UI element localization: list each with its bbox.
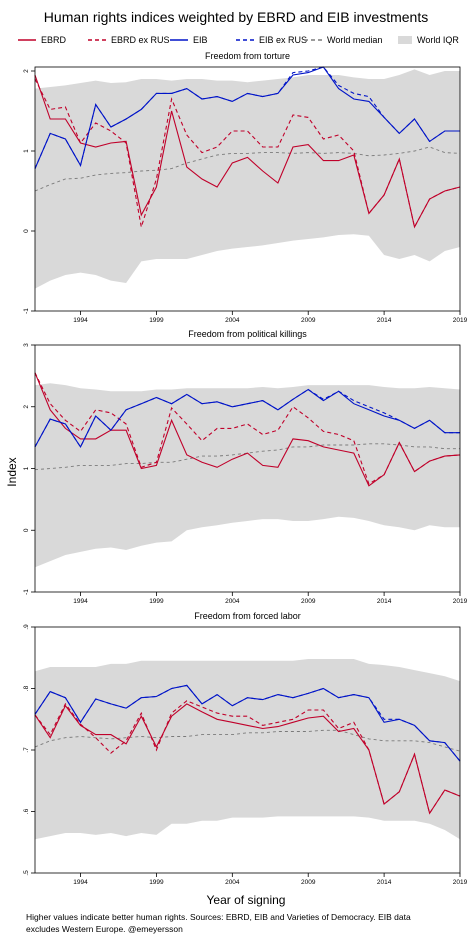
panel-title-political-killings: Freedom from political killings <box>188 329 307 339</box>
y-tick-label-political-killings: 0 <box>23 528 30 532</box>
panel-title-torture: Freedom from torture <box>205 51 290 61</box>
y-tick-label-political-killings: 1 <box>23 466 30 470</box>
series-eib-torture <box>34 66 460 169</box>
legend-label-world-median: World median <box>327 35 382 45</box>
plot-frame-torture <box>34 66 461 312</box>
iqr-band-torture <box>35 69 460 289</box>
x-tick-label-torture: 2009 <box>301 317 316 324</box>
series-world-median-torture <box>34 146 461 192</box>
x-tick-label-political-killings: 1999 <box>149 598 164 605</box>
chart-title: Human rights indices weighted by EBRD an… <box>44 9 428 25</box>
series-ebrd-torture <box>34 74 461 229</box>
legend-label-ebrd-ex-rus: EBRD ex RUS <box>111 35 170 45</box>
x-tick-label-torture: 2004 <box>225 317 240 324</box>
x-tick-label-political-killings: 2014 <box>377 598 392 605</box>
x-tick-label-torture: 2014 <box>377 317 392 324</box>
x-tick-label-forced-labor: 2009 <box>301 879 316 886</box>
y-tick-label-torture: 0 <box>23 229 30 233</box>
y-tick-label-torture: -1 <box>23 308 30 314</box>
panel-title-forced-labor: Freedom from forced labor <box>194 611 301 621</box>
series-eib-political-killings <box>34 388 460 449</box>
legend-label-world-iqr: World IQR <box>417 35 459 45</box>
iqr-band-forced-labor <box>35 659 460 840</box>
y-tick-label-forced-labor: .9 <box>23 624 30 630</box>
legend: EBRD EBRD ex RUS EIB EIB ex RUS World median… <box>18 35 459 45</box>
y-tick-label-torture: 1 <box>23 149 30 153</box>
legend-label-eib: EIB <box>193 35 208 45</box>
panel-torture: Freedom from torture -1 0 1 2 1994 1999 2004 200… <box>23 51 468 324</box>
y-tick-label-political-killings: -1 <box>23 589 30 595</box>
series-world-median-political-killings <box>34 443 460 471</box>
note-line-2: excludes Western Europe. @emeyersson <box>26 924 183 934</box>
x-tick-label-torture: 2019 <box>453 317 468 324</box>
note-line-1: Higher values indicate better human righ… <box>26 912 411 922</box>
x-tick-label-political-killings: 2019 <box>453 598 468 605</box>
y-tick-label-forced-labor: .5 <box>23 870 30 876</box>
y-axis-label: Index <box>5 457 19 486</box>
y-tick-label-forced-labor: .6 <box>23 808 30 814</box>
iqr-band-political-killings <box>35 383 460 568</box>
x-tick-label-forced-labor: 2019 <box>453 879 468 886</box>
y-tick-label-torture: 2 <box>23 69 30 73</box>
x-tick-label-political-killings: 2009 <box>301 598 316 605</box>
x-tick-label-forced-labor: 2004 <box>225 879 240 886</box>
x-tick-label-political-killings: 2004 <box>225 598 240 605</box>
series-ebrd-forced-labor <box>34 703 461 815</box>
y-tick-label-political-killings: 2 <box>23 405 30 409</box>
x-tick-label-forced-labor: 2014 <box>377 879 392 886</box>
y-tick-label-forced-labor: .8 <box>23 685 30 691</box>
x-tick-label-torture: 1999 <box>149 317 164 324</box>
y-tick-label-forced-labor: .7 <box>23 747 30 753</box>
legend-label-eib-ex-rus: EIB ex RUS <box>259 35 307 45</box>
series-ebrd-ex-rus-political-killings <box>34 372 461 485</box>
panel-forced-labor: Freedom from forced labor .5 .6 .7 .8 .9 1994 1… <box>23 611 468 886</box>
x-tick-label-political-killings: 1994 <box>73 598 88 605</box>
x-tick-label-forced-labor: 1994 <box>73 879 88 886</box>
x-tick-label-forced-labor: 1999 <box>149 879 164 886</box>
series-world-median-forced-labor <box>34 729 461 752</box>
panel-political-killings: Freedom from political killings -1 0 1 2 3 199… <box>23 329 468 605</box>
x-axis-label: Year of signing <box>207 893 286 907</box>
legend-swatch-world-iqr <box>398 36 412 44</box>
x-tick-label-torture: 1994 <box>73 317 88 324</box>
series-ebrd-political-killings <box>34 372 461 487</box>
y-tick-label-political-killings: 3 <box>23 343 30 347</box>
legend-label-ebrd: EBRD <box>41 35 67 45</box>
series-eib-forced-labor <box>34 684 461 762</box>
